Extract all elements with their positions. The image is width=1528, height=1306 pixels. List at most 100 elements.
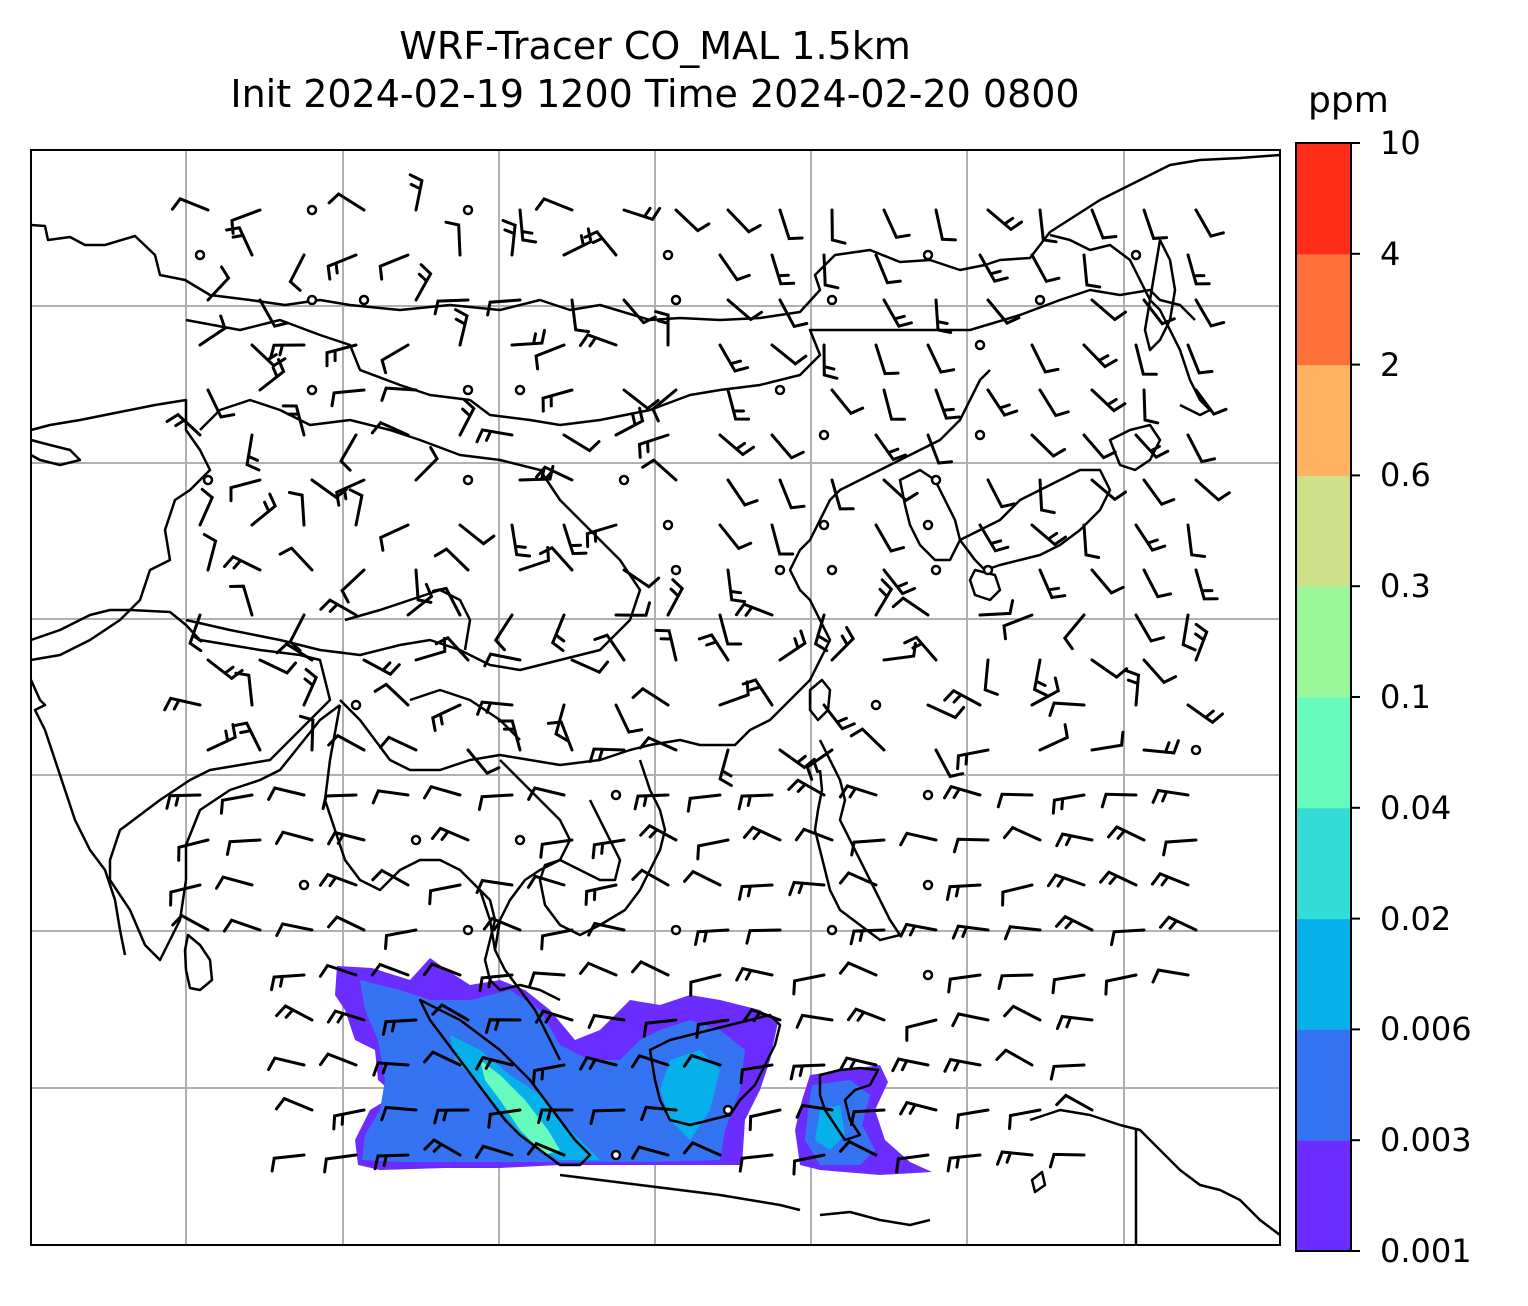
wind-barb (674, 208, 711, 233)
calm-wind-marker (306, 204, 318, 216)
wind-barb (630, 1054, 670, 1069)
wind-barb (540, 928, 574, 951)
wind-barb (327, 733, 366, 752)
wind-barb (641, 458, 678, 482)
wind-barb (1134, 343, 1158, 376)
colorbar-tick-label: 2 (1380, 345, 1401, 384)
wind-barb (633, 793, 670, 811)
calm-wind-marker (610, 789, 622, 801)
wind-barb (903, 635, 938, 662)
wind-barb (718, 343, 750, 373)
wind-barb (258, 658, 297, 675)
wind-barb (792, 1153, 826, 1176)
wind-barb (741, 678, 774, 707)
wind-barb (326, 253, 358, 281)
colorbar-tick-label: 0.04 (1380, 788, 1452, 827)
wind-barb (874, 343, 900, 376)
wind-barb (1048, 1152, 1086, 1169)
wind-barb (275, 830, 314, 845)
wind-barb (849, 727, 886, 752)
wind-barb (267, 1056, 306, 1071)
calm-wind-marker (358, 294, 370, 306)
wind-barb (742, 825, 782, 842)
wind-barb (899, 922, 938, 938)
wind-barb (373, 1153, 410, 1171)
wind-barb (474, 1144, 514, 1159)
map-frame (30, 149, 1281, 1246)
wind-barb (1032, 658, 1048, 697)
coastline-timor (1030, 1170, 1047, 1194)
wind-barb (372, 1061, 410, 1077)
calm-wind-marker (774, 564, 786, 576)
coastline-new-guinea (1029, 1108, 1281, 1236)
wind-barb (539, 838, 574, 859)
wind-barb (538, 545, 574, 572)
wind-barb (554, 703, 569, 742)
wind-barb (778, 748, 816, 770)
wind-barb (1194, 568, 1219, 601)
wind-barb (1090, 478, 1127, 502)
wind-barb (1124, 669, 1141, 707)
wind-barb (955, 1108, 990, 1130)
calm-wind-marker (462, 924, 474, 936)
wind-barb (177, 838, 210, 862)
wind-barb (528, 971, 566, 987)
colorbar-segment (1296, 1029, 1351, 1141)
wind-barb (497, 719, 522, 752)
wind-barb (1002, 613, 1034, 641)
wind-barb (996, 792, 1034, 809)
colorbar-segment (1296, 143, 1351, 255)
wind-barb (846, 1007, 886, 1022)
calm-wind-marker (662, 249, 674, 261)
wind-barb (428, 883, 462, 906)
wind-barb (475, 428, 514, 444)
wind-barb (622, 298, 657, 325)
wind-barb (1186, 433, 1216, 464)
wind-barbs (163, 173, 1231, 1176)
wind-barb (1008, 1108, 1042, 1130)
wind-barb (651, 388, 678, 423)
wind-barb (805, 748, 834, 781)
wind-barb (433, 298, 470, 316)
wind-barb (430, 826, 470, 842)
wind-barb (631, 868, 670, 887)
wind-barb (838, 784, 878, 799)
wind-barb (578, 961, 618, 977)
wind-barb (379, 523, 410, 552)
plume-high-south (815, 1105, 845, 1150)
wind-barb (945, 883, 982, 901)
wind-barb (431, 703, 462, 732)
wind-barb (335, 478, 366, 507)
wind-barb (614, 703, 644, 734)
wind-barb (587, 1013, 626, 1029)
wind-barb (830, 626, 855, 662)
wind-barb (1186, 343, 1214, 375)
wind-barb (206, 388, 236, 419)
wind-barb (742, 1007, 782, 1023)
wind-barb (380, 1105, 418, 1122)
wind-barb (1082, 253, 1102, 289)
wind-barb (550, 613, 566, 653)
wind-barb (431, 1003, 470, 1022)
wind-barb (1090, 730, 1125, 752)
wind-barb (1082, 343, 1118, 369)
wind-barb (171, 913, 210, 932)
wind-barb (822, 253, 840, 290)
wind-barb (321, 793, 358, 811)
wind-barb (170, 196, 210, 212)
wind-barb (371, 789, 410, 805)
coastline-sulawesi (818, 1066, 880, 1142)
wind-barb (234, 671, 254, 707)
wind-barb (258, 358, 286, 392)
wind-barb (275, 1004, 314, 1022)
wind-barb (518, 546, 551, 572)
wind-barb (1038, 388, 1070, 418)
wind-barb (434, 635, 470, 662)
wind-barb (666, 578, 685, 617)
wind-barb (770, 253, 796, 286)
wind-barb (813, 613, 829, 653)
wind-barb (849, 1108, 886, 1126)
wind-barb (223, 554, 262, 572)
wind-barb (267, 786, 306, 801)
calm-wind-markers (194, 204, 1202, 1161)
